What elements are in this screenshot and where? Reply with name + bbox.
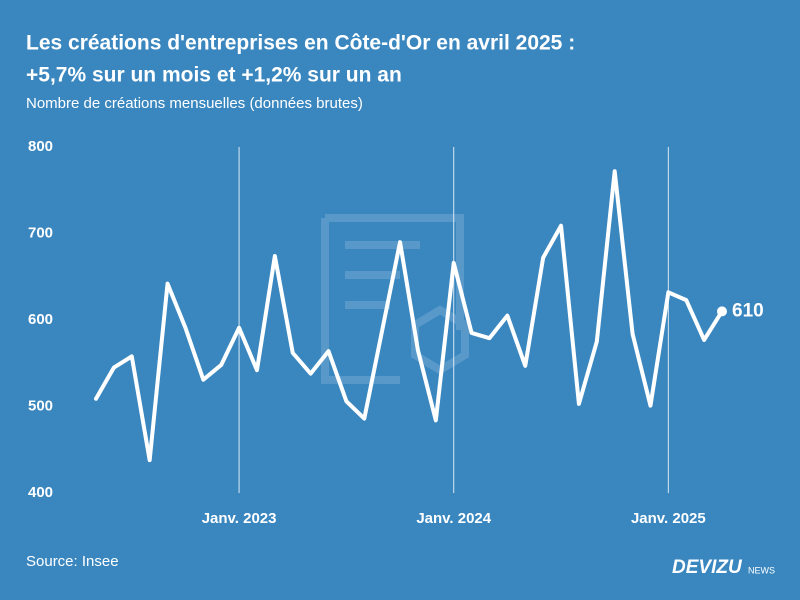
- brand-suffix: NEWS: [748, 565, 775, 575]
- x-tick-label: Janv. 2024: [416, 510, 491, 527]
- y-tick-label: 600: [28, 311, 53, 328]
- chart-subtitle: Nombre de créations mensuelles (données …: [26, 95, 363, 112]
- source: Source: Insee: [26, 553, 119, 570]
- x-tick-label: Janv. 2025: [631, 510, 706, 527]
- y-tick-label: 500: [28, 397, 53, 414]
- chart-title: Les créations d'entreprises en Côte-d'Or…: [26, 32, 575, 55]
- value-label: 610: [732, 300, 764, 321]
- chart-title: +5,7% sur un mois et +1,2% sur un an: [26, 64, 402, 87]
- line: [94, 169, 724, 463]
- x-tick-label: Janv. 2023: [202, 510, 277, 527]
- y-tick-label: 800: [28, 138, 53, 155]
- brand: DEVIZU: [672, 557, 743, 578]
- end-dot: [717, 306, 727, 317]
- y-tick-label: 400: [28, 484, 53, 501]
- y-tick-label: 700: [28, 224, 53, 241]
